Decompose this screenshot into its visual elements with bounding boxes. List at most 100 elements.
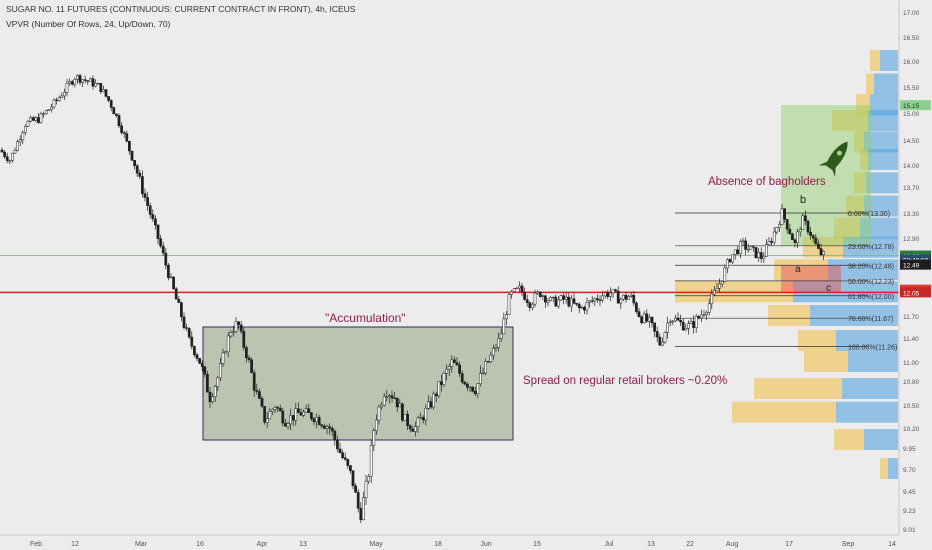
candle-body (570, 298, 573, 307)
candle-body (674, 317, 677, 322)
volume-profile-up-bar (868, 110, 898, 132)
candle-body (73, 78, 77, 85)
candle-body (336, 439, 339, 450)
candle-body (590, 300, 594, 302)
candle-body (109, 100, 113, 108)
candle-body (598, 299, 602, 301)
candle-body (213, 386, 217, 398)
candle-body (221, 352, 225, 364)
candle-body (671, 320, 675, 323)
candle-body (141, 176, 144, 194)
candle-body (692, 321, 695, 328)
candle-body (728, 259, 732, 263)
candle-body (349, 465, 352, 471)
candle-body (83, 79, 87, 81)
price-tick: 13.70 (903, 185, 920, 192)
candle-body (226, 335, 230, 353)
volume-profile-down-bar (860, 149, 868, 170)
candle-body (447, 366, 451, 370)
candle-body (528, 302, 532, 308)
candle-body (375, 419, 378, 431)
candle-body (479, 373, 482, 384)
candle-body (434, 393, 438, 397)
candle-body (115, 113, 118, 116)
candle-body (549, 297, 552, 301)
volume-profile-down-bar (870, 50, 880, 71)
candle-body (211, 396, 214, 403)
candle-body (408, 425, 412, 430)
price-tick: 12.90 (903, 236, 920, 243)
time-axis: Feb 12 Mar 16 Apr 13 May 18 Jun 15 Jul 13 22 Aug 17 Sep… (30, 541, 896, 548)
price-label-tag (900, 254, 931, 265)
candle-body (44, 110, 48, 114)
candle-body (354, 485, 357, 493)
candle-body (718, 283, 721, 289)
candle-body (68, 81, 71, 84)
candle-body (395, 397, 399, 408)
time-tick: 13 (647, 541, 655, 548)
candle-body (159, 238, 162, 247)
time-tick: 12 (71, 541, 79, 548)
candle-body (525, 299, 529, 303)
candle-body (107, 96, 110, 101)
candle-body (822, 251, 825, 255)
candle-body (177, 298, 181, 303)
candle-body (328, 426, 331, 429)
candle-body (518, 285, 521, 289)
candle-body (416, 417, 420, 427)
candle-body (232, 331, 235, 333)
candle-body (741, 240, 745, 242)
price-label-text: 12.05 (903, 290, 920, 297)
candle-body (135, 165, 139, 174)
candle-body (34, 117, 38, 121)
candle-body (541, 295, 545, 297)
candle-body (104, 89, 108, 97)
price-tick: 10.50 (903, 403, 920, 410)
price-axis-background (899, 0, 932, 550)
candle-body (663, 332, 667, 343)
candle-body (609, 292, 612, 297)
price-label-tag (900, 259, 931, 270)
wave-b-label: b (800, 194, 806, 206)
time-tick: Jun (480, 541, 491, 548)
candle-body (700, 314, 703, 319)
fib-level-label: 38.20%(12.48) (848, 263, 894, 270)
price-label-text: 15.15 (903, 103, 920, 110)
candle-body (29, 117, 32, 122)
accumulation-label: "Accumulation" (325, 311, 406, 325)
candle-body (156, 224, 160, 239)
candle-body (281, 410, 285, 424)
candle-body (676, 317, 680, 321)
time-tick: 14 (888, 541, 896, 548)
candle-body (250, 359, 253, 373)
candle-body (733, 249, 737, 255)
time-tick: 18 (434, 541, 442, 548)
candle-body (765, 244, 768, 257)
candle-body (473, 390, 477, 395)
fib-level-label: 100.00%(11.26) (848, 344, 897, 351)
candle-body (453, 359, 456, 363)
volume-profile-down-bar (834, 217, 860, 239)
risk-zone (781, 265, 841, 293)
volume-profile-down-bar (846, 195, 864, 217)
volume-profile-up-bar (836, 401, 898, 423)
candle-body (307, 408, 311, 413)
candle-body (208, 391, 212, 403)
candle-body (216, 377, 220, 387)
candle-body (8, 160, 12, 162)
candle-body (21, 132, 25, 141)
candle-body (13, 150, 17, 154)
candle-body (18, 139, 22, 143)
candle-body (445, 368, 448, 374)
time-tick: Apr (257, 541, 269, 548)
candle-body (3, 151, 6, 157)
candle-body (754, 247, 758, 258)
candle-body (772, 231, 776, 243)
candle-body (284, 422, 287, 427)
candle-body (614, 289, 617, 292)
candle-body (388, 395, 391, 398)
candle-body (146, 197, 149, 206)
candle-body (198, 358, 201, 364)
